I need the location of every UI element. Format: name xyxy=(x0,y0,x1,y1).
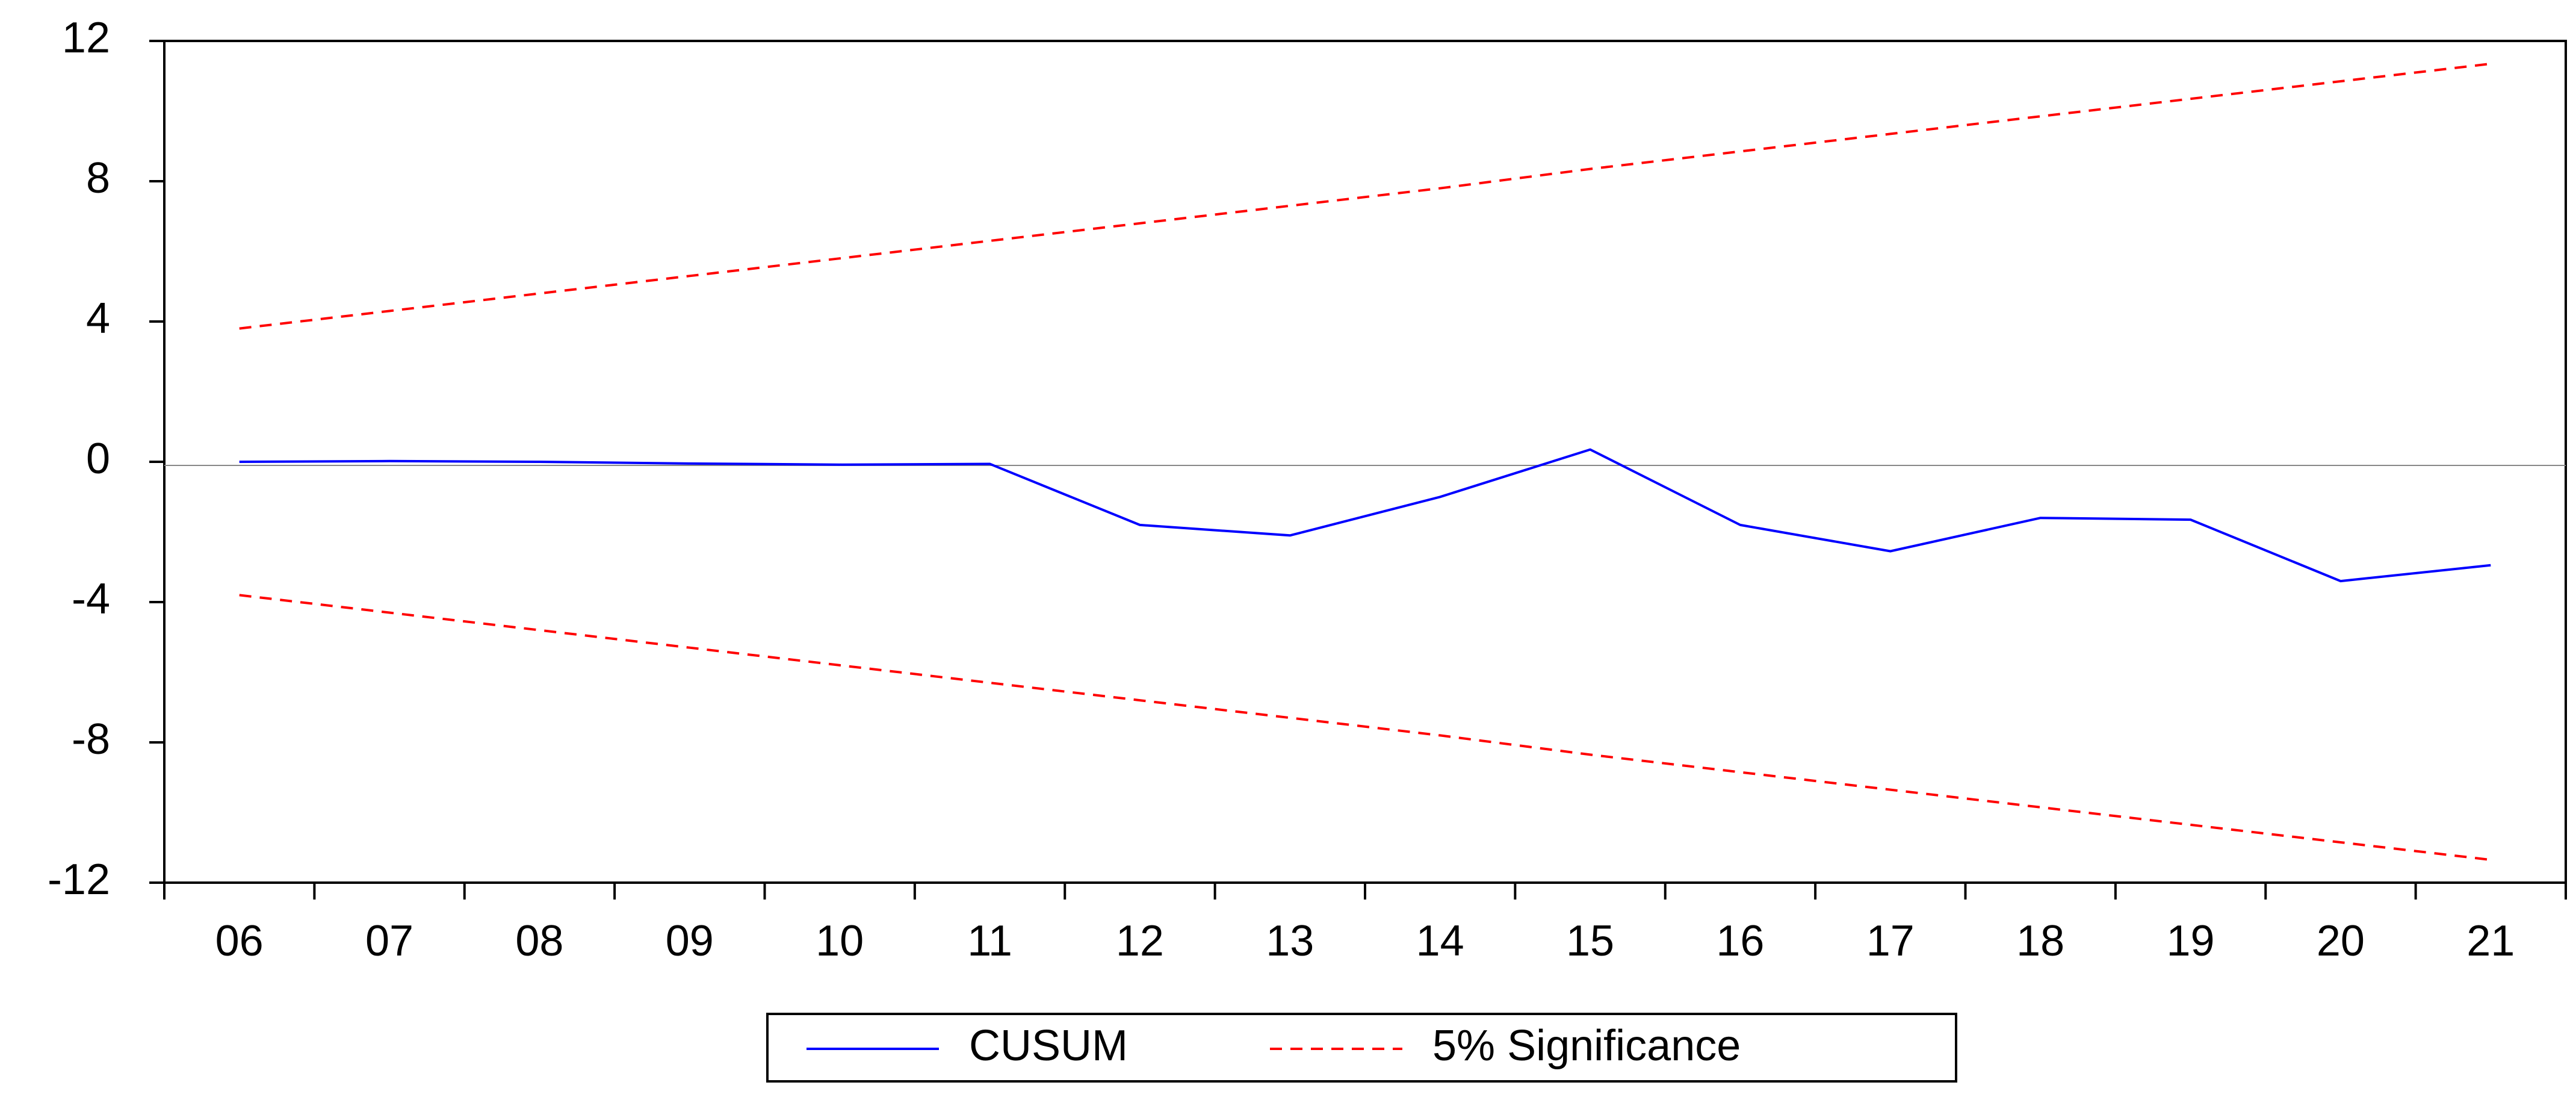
x-tick-label: 08 xyxy=(515,917,563,965)
x-tick-label: 12 xyxy=(1116,917,1164,965)
y-axis: 12 8 4 0 -4 -8 -12 xyxy=(48,14,164,904)
x-axis: 06 07 08 09 10 11 12 13 14 15 16 17 18 19 20 21 xyxy=(163,883,2567,965)
x-tick-label: 15 xyxy=(1566,917,1614,965)
legend-label-cusum: CUSUM xyxy=(969,1022,1128,1070)
y-tick-label: -12 xyxy=(48,856,110,904)
x-tick-label: 07 xyxy=(365,917,413,965)
series-line-0 xyxy=(239,448,2491,583)
legend-box xyxy=(766,1013,1957,1083)
series-line-2 xyxy=(239,594,2491,862)
y-tick-label: 12 xyxy=(62,14,110,62)
x-tick-label: 11 xyxy=(967,917,1012,965)
x-tick-label: 13 xyxy=(1266,917,1314,965)
x-tick-label: 18 xyxy=(2016,917,2064,965)
y-tick-label: 4 xyxy=(86,294,110,343)
x-tick-label: 17 xyxy=(1866,917,1915,965)
series-line-1 xyxy=(239,62,2491,330)
x-tick-label: 14 xyxy=(1416,917,1464,965)
x-tick-label: 21 xyxy=(2466,917,2515,965)
legend: CUSUM 5% Significance xyxy=(766,1013,1957,1083)
x-tick-label: 16 xyxy=(1716,917,1764,965)
y-tick-label: -8 xyxy=(72,715,110,763)
x-tick-label: 06 xyxy=(215,917,264,965)
series-layer xyxy=(239,62,2491,862)
x-tick-label: 19 xyxy=(2167,917,2215,965)
y-tick-label: 8 xyxy=(86,154,110,202)
x-tick-label: 10 xyxy=(816,917,864,965)
y-tick-label: 0 xyxy=(86,435,110,483)
y-tick-label: -4 xyxy=(72,575,110,623)
x-tick-label: 20 xyxy=(2317,917,2365,965)
x-tick-label: 09 xyxy=(666,917,714,965)
legend-label-significance: 5% Significance xyxy=(1432,1022,1741,1070)
